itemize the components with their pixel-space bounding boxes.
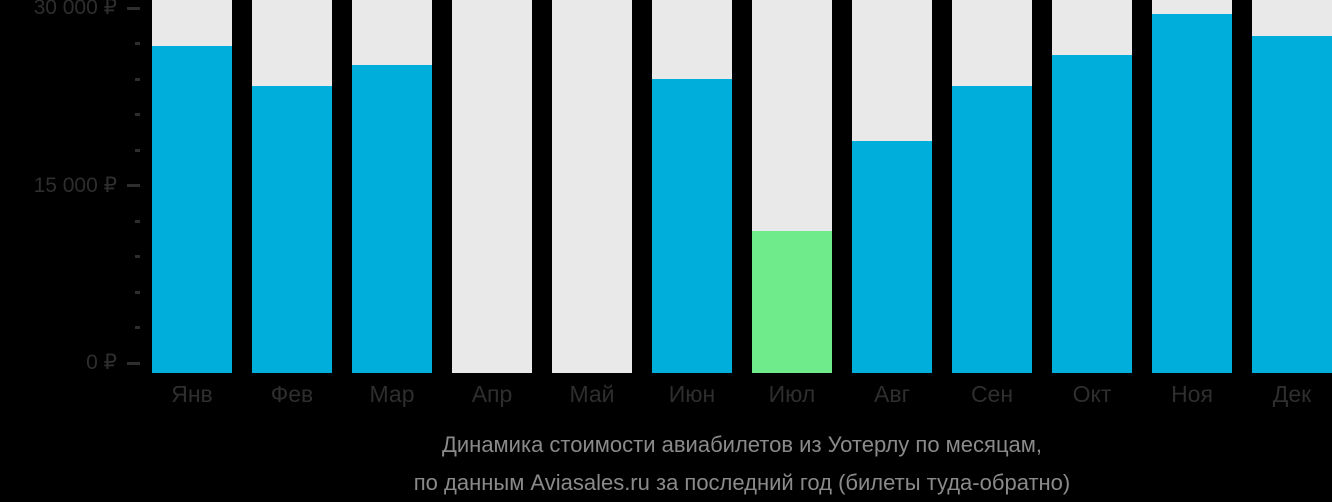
bar-column (1152, 0, 1232, 373)
month-label: Мар (369, 381, 415, 407)
y-axis-label: 0 ₽ (86, 351, 117, 374)
y-axis-minor-tick (135, 219, 140, 223)
bar-column (752, 0, 832, 373)
bar (1052, 55, 1132, 373)
month-label: Июл (768, 381, 816, 407)
bar (852, 141, 932, 373)
y-axis-minor-tick (135, 255, 140, 258)
bar (152, 46, 232, 373)
y-axis-minor-tick (135, 42, 140, 45)
month-label: Июн (668, 381, 716, 407)
chart-title: Динамика стоимости авиабилетов из Уотерл… (152, 426, 1332, 502)
bar (1152, 14, 1232, 373)
bar (252, 86, 332, 373)
bar-column (952, 0, 1032, 373)
month-label: Окт (1072, 381, 1112, 407)
y-axis-label: 30 000 ₽ (33, 0, 117, 19)
y-axis-major-tick (127, 184, 140, 187)
month-label: Янв (171, 381, 213, 407)
month-label: Май (569, 381, 615, 407)
bar-column (852, 0, 932, 373)
bar (952, 86, 1032, 373)
bar-column (552, 0, 632, 373)
bar-column (152, 0, 232, 373)
month-label: Ноя (1171, 381, 1213, 407)
bar-column (1252, 0, 1332, 373)
bar-column (652, 0, 732, 373)
bar-column (352, 0, 432, 373)
month-label: Фев (270, 381, 314, 407)
bar (652, 79, 732, 373)
y-axis-minor-tick (135, 290, 140, 294)
y-axis-minor-tick (135, 113, 140, 116)
bar-column (452, 0, 532, 373)
month-label: Сен (970, 381, 1014, 407)
y-axis-minor-tick (135, 148, 140, 152)
chart-title-line-2: по данным Aviasales.ru за последний год … (413, 470, 1071, 495)
y-axis-major-tick (127, 6, 140, 10)
chart-title-line-1: Динамика стоимости авиабилетов из Уотерл… (441, 432, 1043, 457)
y-axis-minor-tick (135, 326, 140, 329)
x-axis: Янв Фев Мар Апр Май Июн Июл Авг Сен Окт Ноя Дек (152, 381, 1332, 408)
y-axis-major-tick (127, 361, 140, 365)
month-label: Авг (874, 381, 910, 407)
y-axis-minor-tick (135, 77, 140, 81)
month-label: Дек (1272, 381, 1312, 407)
y-axis-label: 15 000 ₽ (33, 173, 117, 197)
bar (352, 65, 432, 373)
bar-lowest-price (752, 231, 832, 373)
plot-area (152, 0, 1332, 373)
month-label: Апр (471, 381, 513, 407)
bar (1252, 36, 1332, 373)
bar-column (1052, 0, 1132, 373)
y-axis: 0 ₽ 15 000 ₽ 30 000 ₽ (0, 0, 140, 374)
bar-column (252, 0, 332, 373)
